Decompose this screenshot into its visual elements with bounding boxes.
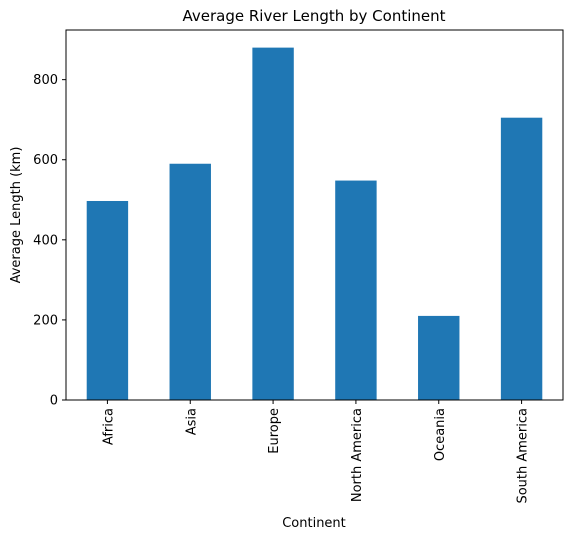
bar-north-america — [335, 180, 377, 400]
bars-group — [86, 47, 543, 401]
y-tick-label: 800 — [33, 73, 58, 88]
bar-asia — [169, 163, 211, 400]
y-axis-label: Average Length (km) — [9, 147, 24, 284]
plot-frame — [65, 29, 564, 401]
x-tick-label: Asia — [184, 408, 199, 435]
y-tick-label: 200 — [33, 313, 58, 328]
x-tick-label: Africa — [101, 408, 116, 445]
x-tick-label: North America — [350, 408, 365, 502]
x-tick-label: Oceania — [433, 408, 448, 461]
x-tick-label: South America — [516, 408, 531, 504]
bar-africa — [86, 200, 129, 400]
y-axis-ticks: 0 200 400 600 800 — [33, 73, 66, 409]
bar-oceania — [418, 315, 460, 400]
x-tick-label: Europe — [267, 408, 282, 454]
chart-title: Average River Length by Continent — [183, 7, 446, 25]
x-axis-label: Continent — [282, 516, 346, 531]
x-axis-ticks: Africa Asia Europe North America Oceania Sout… — [101, 400, 531, 504]
bar-south-america — [500, 117, 543, 401]
y-tick-label: 600 — [33, 153, 58, 168]
y-tick-label: 0 — [50, 394, 58, 409]
bar-europe — [252, 47, 294, 400]
y-tick-label: 400 — [33, 233, 58, 248]
